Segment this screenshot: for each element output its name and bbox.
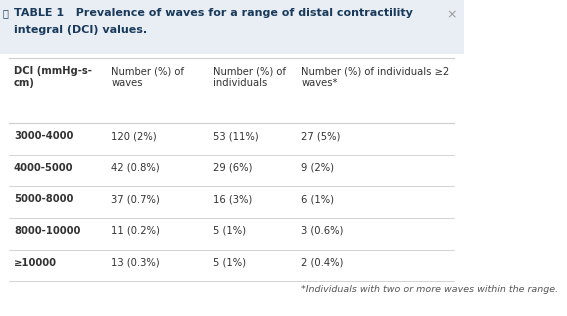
Text: 37 (0.7%): 37 (0.7%) bbox=[111, 194, 160, 204]
Text: 3 (0.6%): 3 (0.6%) bbox=[302, 226, 344, 236]
Text: 2 (0.4%): 2 (0.4%) bbox=[302, 258, 344, 268]
Text: Number (%) of
individuals: Number (%) of individuals bbox=[213, 66, 286, 88]
Text: 42 (0.8%): 42 (0.8%) bbox=[111, 163, 160, 173]
Text: 5 (1%): 5 (1%) bbox=[213, 258, 246, 268]
Text: 16 (3%): 16 (3%) bbox=[213, 194, 252, 204]
Text: 13 (0.3%): 13 (0.3%) bbox=[111, 258, 160, 268]
Text: 120 (2%): 120 (2%) bbox=[111, 131, 157, 141]
Text: Number (%) of individuals ≥2
waves*: Number (%) of individuals ≥2 waves* bbox=[302, 66, 450, 88]
Text: 8000-10000: 8000-10000 bbox=[14, 226, 81, 236]
Text: DCI (mmHg-s-
cm): DCI (mmHg-s- cm) bbox=[14, 66, 92, 88]
Text: 3000-4000: 3000-4000 bbox=[14, 131, 73, 141]
Text: TABLE 1   Prevalence of waves for a range of distal contractility: TABLE 1 Prevalence of waves for a range … bbox=[14, 8, 413, 18]
Text: 5000-8000: 5000-8000 bbox=[14, 194, 73, 204]
Text: integral (DCI) values.: integral (DCI) values. bbox=[14, 25, 147, 35]
Text: ×: × bbox=[446, 8, 457, 21]
Text: 11 (0.2%): 11 (0.2%) bbox=[111, 226, 160, 236]
Text: 29 (6%): 29 (6%) bbox=[213, 163, 253, 173]
Text: 9 (2%): 9 (2%) bbox=[302, 163, 335, 173]
Text: *Individuals with two or more waves within the range.: *Individuals with two or more waves with… bbox=[302, 285, 558, 294]
Text: 进: 进 bbox=[2, 8, 8, 18]
Text: 27 (5%): 27 (5%) bbox=[302, 131, 341, 141]
Text: Number (%) of
waves: Number (%) of waves bbox=[111, 66, 184, 88]
Text: ≥10000: ≥10000 bbox=[14, 258, 57, 268]
Text: 6 (1%): 6 (1%) bbox=[302, 194, 335, 204]
Text: 5 (1%): 5 (1%) bbox=[213, 226, 246, 236]
FancyBboxPatch shape bbox=[0, 0, 464, 54]
Text: 4000-5000: 4000-5000 bbox=[14, 163, 73, 173]
Text: 53 (11%): 53 (11%) bbox=[213, 131, 259, 141]
